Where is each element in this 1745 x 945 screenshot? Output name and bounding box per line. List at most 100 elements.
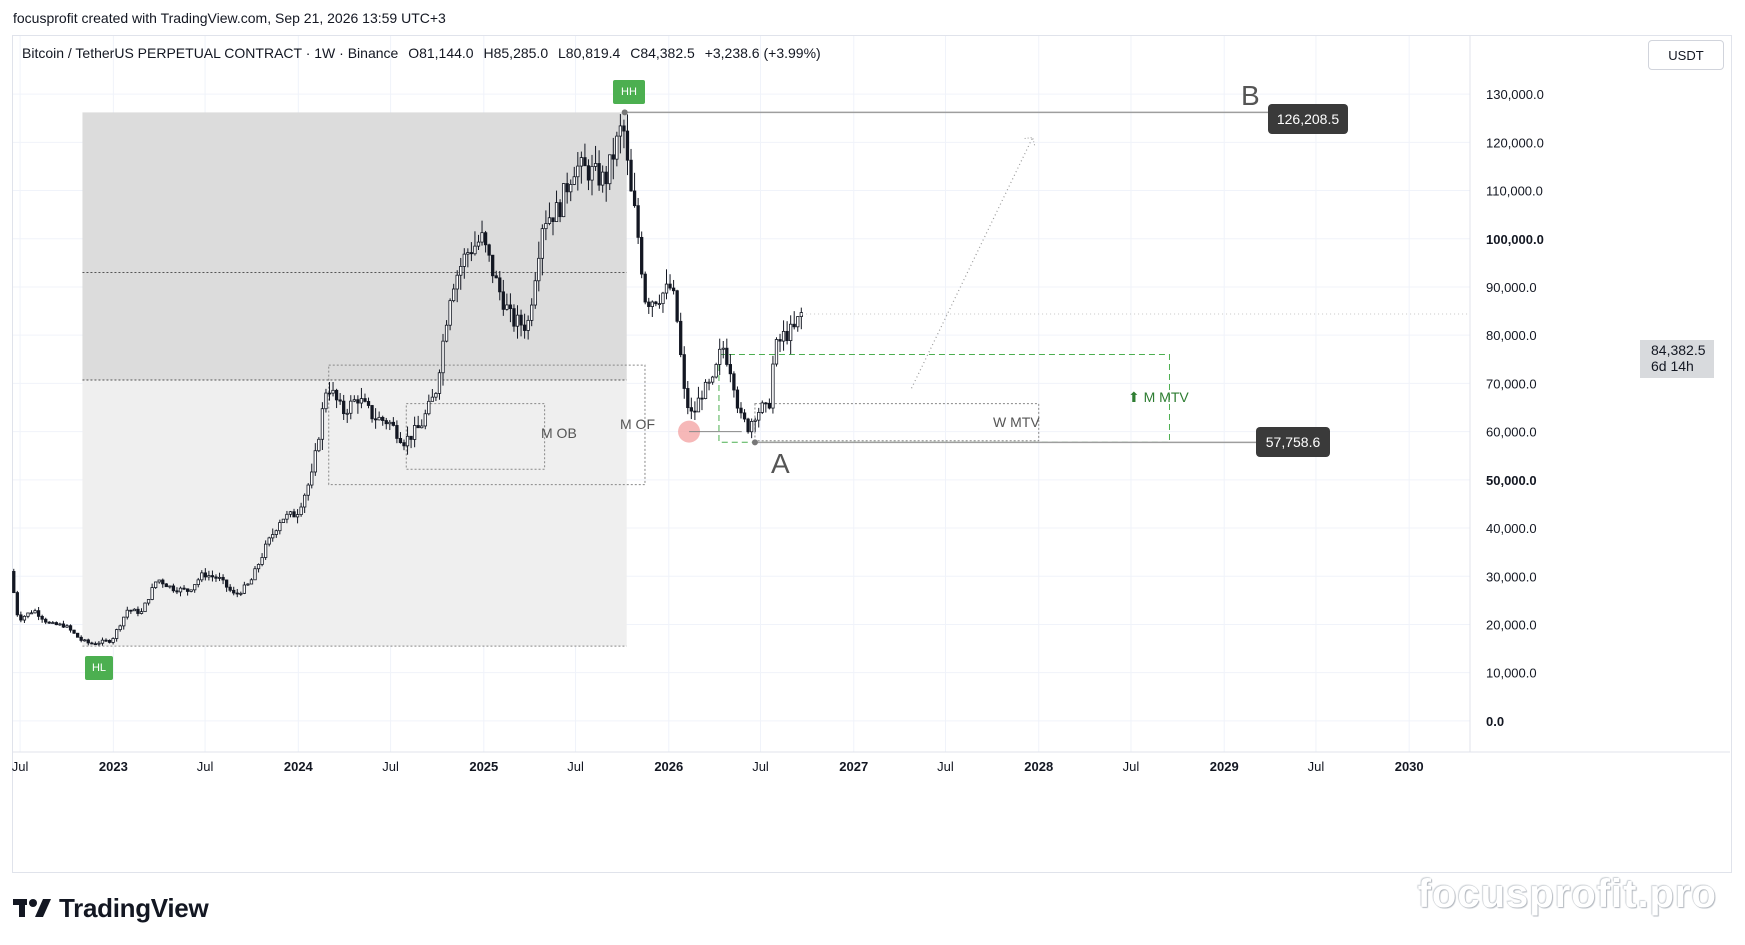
price-tick-label: 120,000.0 xyxy=(1486,135,1544,150)
candle-body xyxy=(288,511,293,515)
bar-countdown: 6d 14h xyxy=(1651,358,1694,374)
tradingview-logo[interactable]: TradingView xyxy=(13,893,209,924)
candle-body xyxy=(710,376,715,383)
candle-body xyxy=(40,615,44,620)
candle-body xyxy=(384,420,388,425)
candle-body xyxy=(36,610,41,617)
candle-body xyxy=(100,639,105,644)
currency-selector[interactable]: USDT xyxy=(1648,40,1724,70)
candle-body xyxy=(540,228,544,259)
candle-body xyxy=(597,163,601,186)
candle-body xyxy=(19,614,23,621)
candle-body xyxy=(491,254,495,277)
discount-zone xyxy=(82,380,627,647)
candle-body xyxy=(139,611,144,614)
candle-body xyxy=(757,411,761,421)
candle-body xyxy=(767,402,772,409)
candle-body xyxy=(388,421,392,425)
candle-body xyxy=(615,135,619,160)
candle-body xyxy=(569,184,573,193)
candle-body xyxy=(377,416,381,421)
w-mtv-label: W MTV xyxy=(993,414,1040,430)
candle-body xyxy=(150,587,154,600)
candle-body xyxy=(494,275,498,279)
symbol-title[interactable]: Bitcoin / TetherUS PERPETUAL CONTRACT · … xyxy=(22,45,399,61)
candle-body xyxy=(657,303,662,306)
hh-badge[interactable]: HH xyxy=(613,80,645,104)
candle-body xyxy=(295,514,300,518)
candle-body xyxy=(224,579,229,588)
candle-body xyxy=(79,636,83,641)
candle-body xyxy=(178,587,183,593)
candle-body xyxy=(44,618,48,623)
candle-body xyxy=(398,438,403,444)
candle-body xyxy=(168,585,172,588)
time-tick-label: 2023 xyxy=(99,759,128,774)
candle-body xyxy=(97,642,101,645)
candle-body xyxy=(455,274,459,290)
candle-body xyxy=(185,588,190,592)
projection-path xyxy=(910,137,1034,389)
time-axis: Jul 2023 Jul 2024 Jul 2025 Jul 2026 Jul 2027 Jul 20… xyxy=(12,751,1730,774)
candle-body xyxy=(54,622,58,626)
candle-body xyxy=(480,232,484,243)
price-tick-label: 10,000.0 xyxy=(1486,666,1537,681)
time-tick-label: Jul xyxy=(12,759,29,774)
candle-body xyxy=(136,608,140,614)
candle-body xyxy=(604,171,608,185)
candle-body xyxy=(72,629,76,634)
candle-body xyxy=(618,125,623,137)
candle-body xyxy=(306,484,310,496)
candle-body xyxy=(448,300,452,326)
candle-body xyxy=(714,364,718,378)
m-of-box xyxy=(328,364,646,486)
candle-body xyxy=(68,625,73,631)
candle-body xyxy=(799,312,803,317)
candle-body xyxy=(519,314,523,326)
candle-body xyxy=(572,176,576,185)
candle-body xyxy=(640,236,644,275)
candle-body xyxy=(654,301,658,305)
candle-body xyxy=(402,442,406,447)
ohlc-open: O81,144.0 xyxy=(408,45,474,61)
m-of-label: M OF xyxy=(620,416,655,432)
ohlc-change: +3,238.6 (+3.99%) xyxy=(704,45,821,61)
ath-point xyxy=(621,109,628,116)
time-tick-label: Jul xyxy=(197,759,214,774)
candle-body xyxy=(675,290,679,322)
candle-body xyxy=(693,410,697,413)
w-mtv-box xyxy=(754,403,1040,442)
candle-body xyxy=(51,622,55,624)
candle-body xyxy=(189,589,193,592)
candle-body xyxy=(271,534,275,539)
candle-body xyxy=(125,609,129,618)
candle-body xyxy=(796,316,800,328)
price-tick-label: 40,000.0 xyxy=(1486,521,1537,536)
candle-body xyxy=(469,252,474,255)
candle-body xyxy=(359,398,364,404)
hl-badge[interactable]: HL xyxy=(85,656,113,680)
high-price-tag[interactable]: 126,208.5 xyxy=(1268,104,1348,134)
candle-body xyxy=(356,399,360,404)
low-price-tag[interactable]: 57,758.6 xyxy=(1256,427,1330,457)
candle-body xyxy=(299,506,303,516)
candle-body xyxy=(625,130,630,161)
candle-body xyxy=(508,304,513,310)
candle-body xyxy=(327,392,332,395)
chart-frame[interactable] xyxy=(12,35,1732,873)
price-tick-label: 130,000.0 xyxy=(1486,87,1544,102)
point-a-label[interactable]: A xyxy=(771,448,790,479)
candle-body xyxy=(12,571,16,593)
candle-body xyxy=(732,373,736,391)
candle-body xyxy=(647,301,651,307)
candle-body xyxy=(47,621,51,624)
candle-body xyxy=(501,291,505,310)
point-b-label[interactable]: B xyxy=(1241,80,1260,111)
candle-body xyxy=(718,348,722,365)
candle-body xyxy=(86,639,90,644)
price-tick-label: 0.0 xyxy=(1486,714,1504,729)
candle-body xyxy=(29,612,34,615)
time-tick-label: 2027 xyxy=(839,759,868,774)
premium-zone xyxy=(82,112,627,381)
